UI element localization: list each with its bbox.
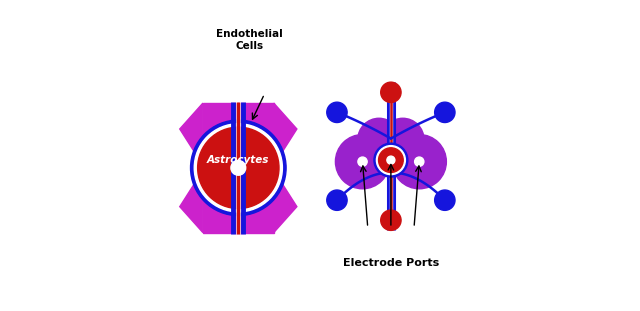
Text: Astrocytes: Astrocytes: [207, 155, 269, 165]
Text: Endothelial
Cells: Endothelial Cells: [216, 29, 282, 51]
Circle shape: [381, 118, 424, 160]
Circle shape: [435, 102, 455, 123]
Circle shape: [376, 146, 405, 174]
Circle shape: [335, 135, 390, 189]
Polygon shape: [180, 174, 203, 233]
Circle shape: [358, 157, 367, 166]
Circle shape: [374, 143, 408, 177]
Circle shape: [198, 127, 279, 208]
Circle shape: [191, 120, 286, 216]
Polygon shape: [274, 103, 297, 162]
FancyBboxPatch shape: [203, 103, 274, 233]
Circle shape: [415, 157, 424, 166]
Circle shape: [381, 82, 401, 103]
Polygon shape: [180, 103, 203, 162]
Circle shape: [327, 190, 347, 210]
Circle shape: [387, 156, 395, 164]
Circle shape: [231, 160, 246, 175]
Polygon shape: [274, 174, 297, 233]
Circle shape: [379, 148, 403, 173]
Circle shape: [392, 135, 446, 189]
FancyBboxPatch shape: [177, 162, 300, 174]
Circle shape: [435, 190, 455, 210]
Circle shape: [195, 124, 282, 212]
Circle shape: [327, 102, 347, 123]
Text: Electrode Ports: Electrode Ports: [343, 258, 439, 268]
Circle shape: [381, 210, 401, 230]
Circle shape: [358, 118, 400, 160]
